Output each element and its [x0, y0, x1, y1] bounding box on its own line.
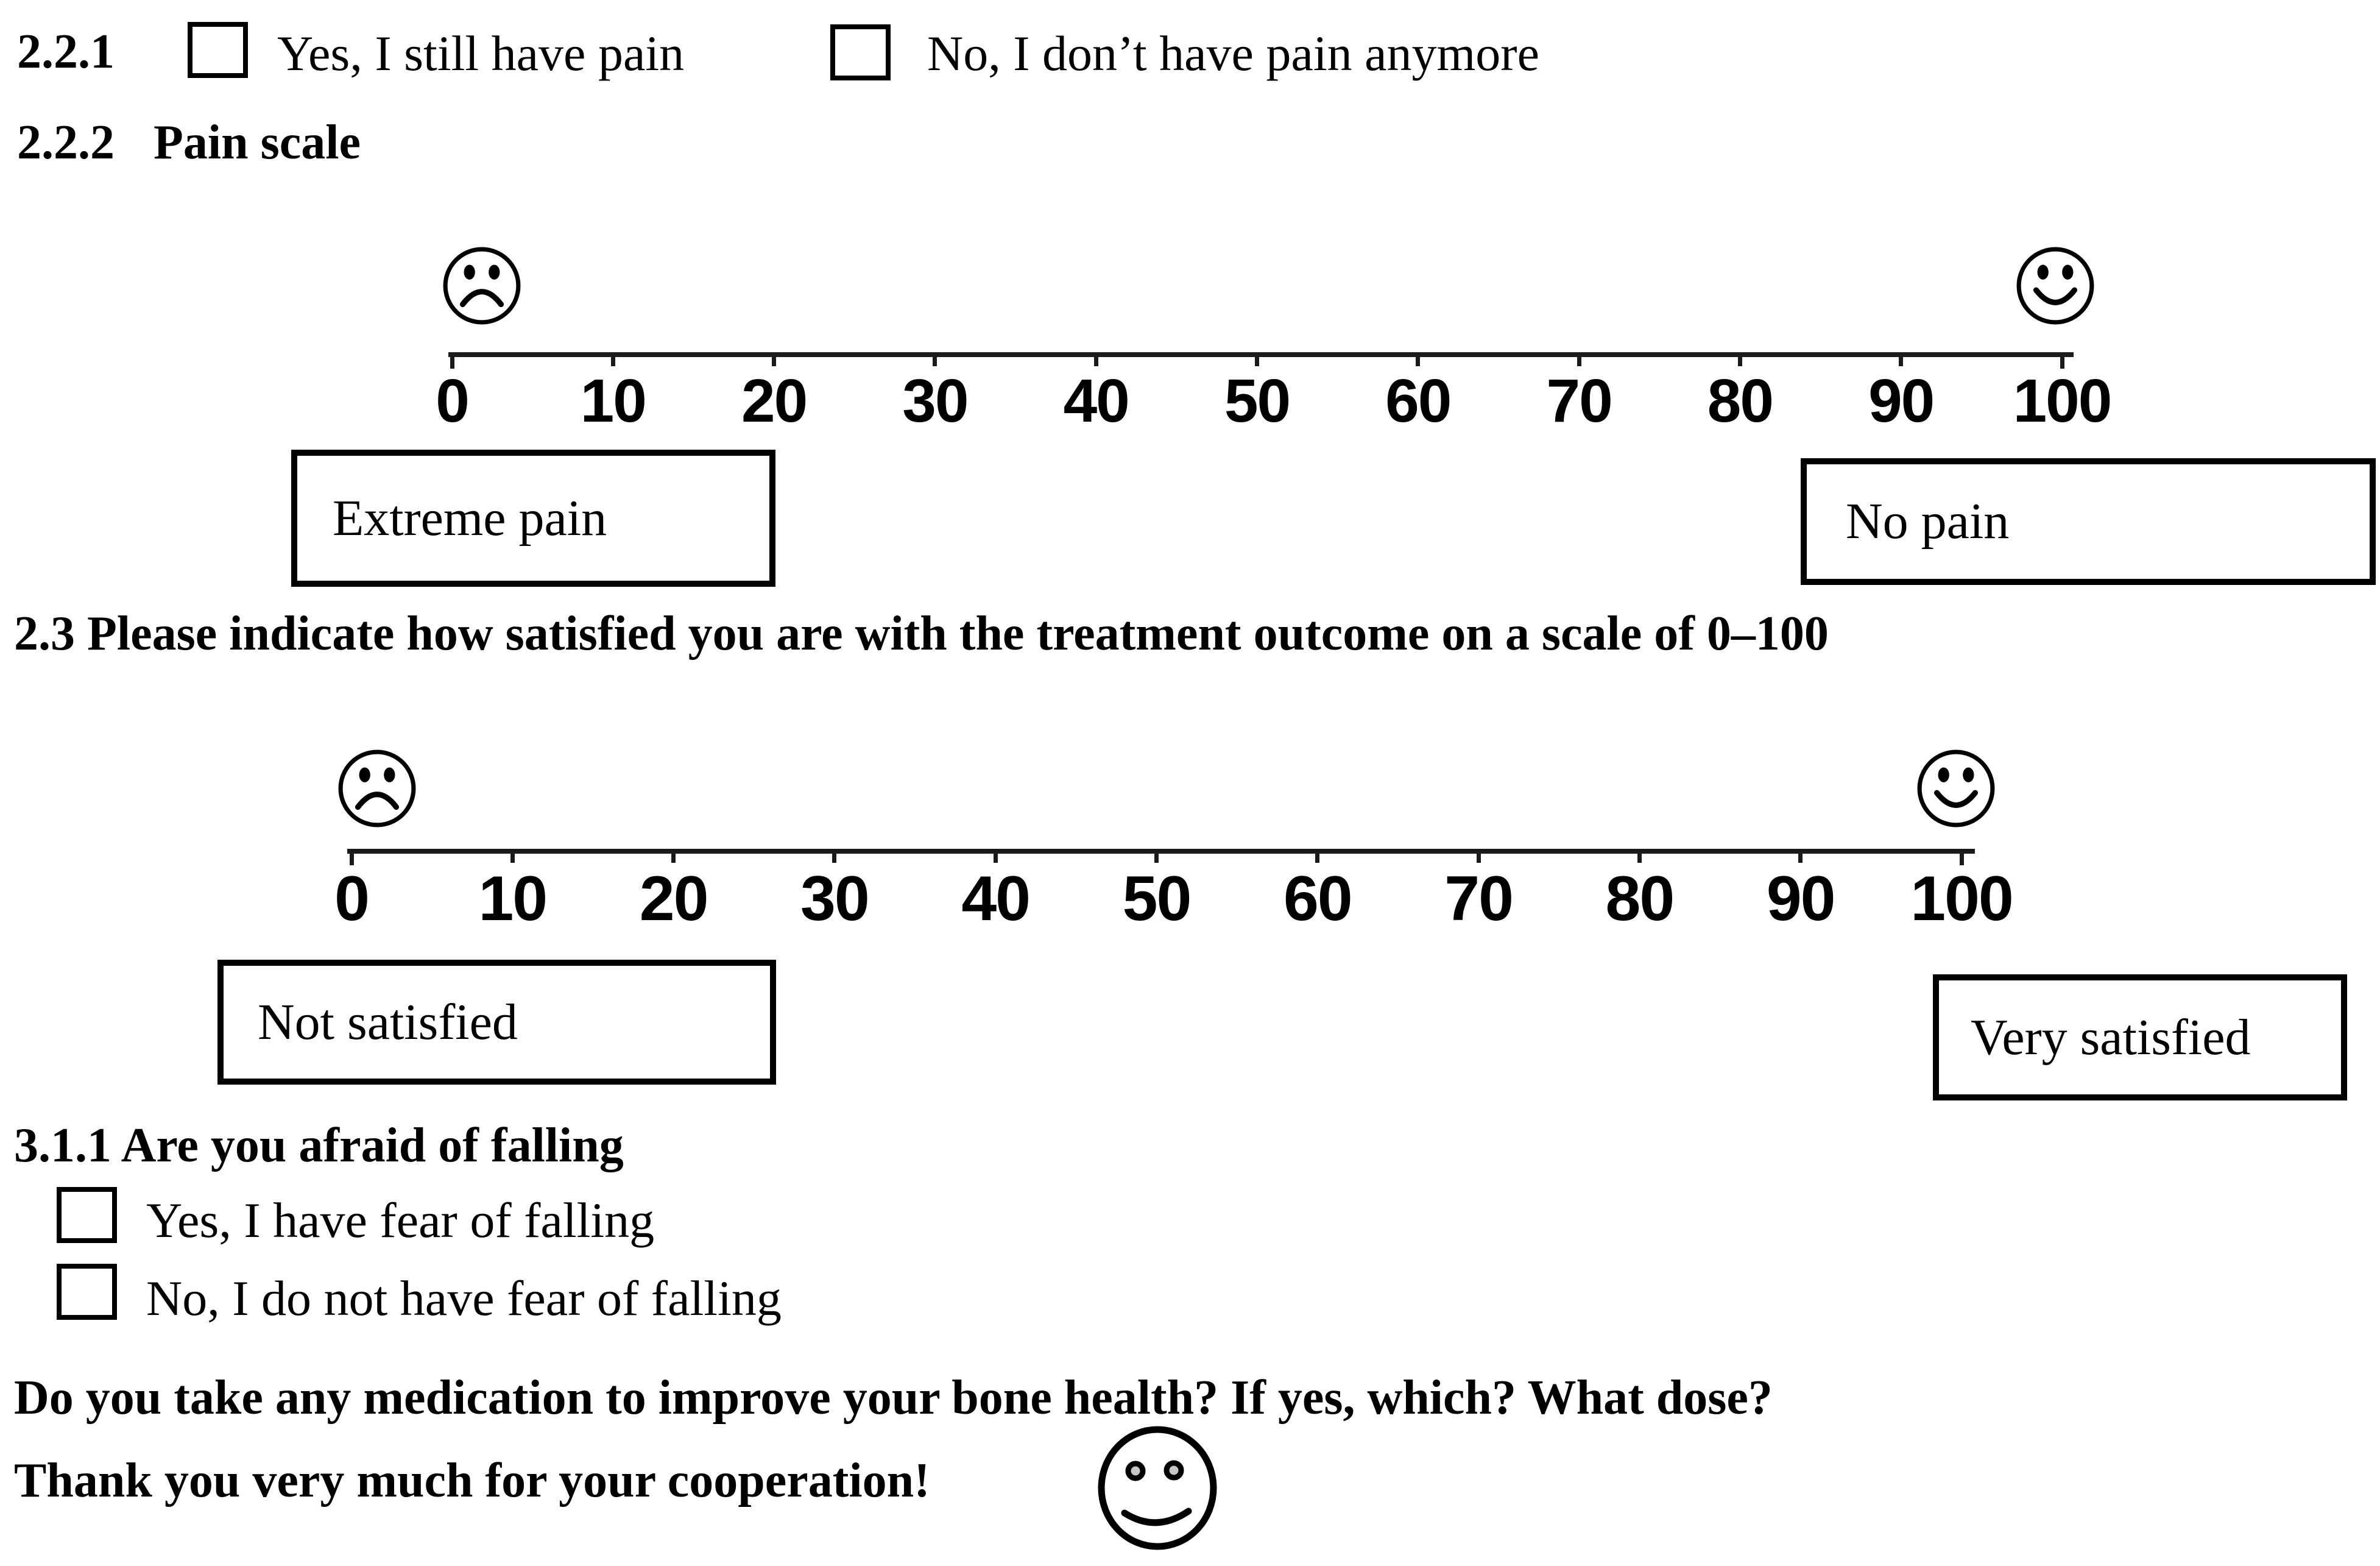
satisfaction-tick-label-30: 30 [800, 863, 870, 934]
pain-scale-line [448, 352, 2074, 357]
satisfaction-tick-90 [1798, 849, 1803, 863]
satisfaction-tick-label-20: 20 [639, 863, 709, 934]
not-satisfied-label: Not satisfied [258, 993, 518, 1050]
medication-question-text: Do you take any medication to improve yo… [14, 1371, 1773, 1425]
satisfaction-tick-label-10: 10 [478, 863, 548, 934]
satisfaction-tick-50 [1154, 849, 1159, 863]
satisfaction-tick-label-60: 60 [1283, 863, 1353, 934]
smiley-face-icon [1098, 1426, 1217, 1550]
very-satisfied-box: Very satisfied [1933, 974, 2347, 1100]
satisfaction-tick-label-50: 50 [1122, 863, 1192, 934]
pain-tick-label-40: 40 [1063, 367, 1130, 435]
not-satisfied-box: Not satisfied [217, 960, 776, 1085]
satisfaction-tick-label-90: 90 [1766, 863, 1836, 934]
label-still-pain-no: No, I don’t have pain anymore [927, 26, 1539, 81]
checkbox-fear-no[interactable] [57, 1264, 117, 1320]
extreme-pain-label: Extreme pain [333, 489, 607, 547]
pain-tick-label-90: 90 [1868, 367, 1935, 435]
pain-tick-10 [610, 352, 615, 366]
satisfaction-tick-label-0: 0 [334, 863, 370, 934]
label-fear-yes: Yes, I have fear of falling [146, 1192, 655, 1248]
pain-tick-80 [1737, 352, 1742, 366]
very-satisfied-label: Very satisfied [1971, 1008, 2251, 1066]
pain-tick-50 [1255, 352, 1259, 366]
pain-scale-title: Pain scale [154, 116, 361, 169]
pain-tick-60 [1416, 352, 1421, 366]
happy-face-icon [1917, 749, 1995, 827]
pain-tick-label-70: 70 [1546, 367, 1612, 435]
satisfaction-tick-70 [1476, 849, 1481, 863]
satisfaction-tick-40 [993, 849, 998, 863]
extreme-pain-box: Extreme pain [291, 450, 775, 587]
pain-tick-label-80: 80 [1707, 367, 1774, 435]
satisfaction-tick-30 [832, 849, 837, 863]
sad-face-icon [443, 247, 521, 325]
satisfaction-tick-100 [1959, 849, 1964, 865]
question-number-2-2-1: 2.2.1 [17, 25, 115, 79]
no-pain-label: No pain [1846, 493, 2010, 550]
satisfaction-tick-label-100: 100 [1910, 863, 2014, 934]
thank-you-text: Thank you very much for your cooperation… [14, 1454, 930, 1508]
question-number-2-2-2: 2.2.2 [17, 116, 115, 169]
pain-tick-label-100: 100 [2013, 367, 2113, 435]
no-pain-box: No pain [1801, 458, 2376, 585]
pain-tick-label-20: 20 [741, 367, 808, 435]
pain-tick-label-0: 0 [436, 367, 470, 435]
satisfaction-tick-0 [349, 849, 354, 865]
pain-tick-label-60: 60 [1385, 367, 1452, 435]
checkbox-still-pain-yes[interactable] [188, 22, 248, 78]
pain-tick-20 [772, 352, 777, 366]
pain-tick-100 [2060, 352, 2064, 369]
pain-tick-label-50: 50 [1224, 367, 1291, 435]
satisfaction-tick-label-70: 70 [1444, 863, 1514, 934]
satisfaction-tick-label-80: 80 [1605, 863, 1675, 934]
checkbox-still-pain-no[interactable] [830, 24, 891, 80]
sad-face-icon [338, 749, 416, 827]
pain-tick-90 [1899, 352, 1904, 366]
satisfaction-scale-line [347, 849, 1975, 854]
pain-tick-30 [933, 352, 938, 366]
pain-tick-70 [1577, 352, 1581, 366]
question-2-3-text: 2.3 Please indicate how satisfied you ar… [14, 607, 1829, 661]
satisfaction-tick-80 [1637, 849, 1642, 863]
pain-tick-0 [450, 352, 454, 369]
happy-face-icon [2016, 247, 2094, 325]
label-still-pain-yes: Yes, I still have pain [277, 26, 685, 81]
satisfaction-tick-10 [510, 849, 515, 863]
label-fear-no: No, I do not have fear of falling [146, 1270, 782, 1326]
question-3-1-1-title: 3.1.1 Are you afraid of falling [14, 1119, 624, 1172]
satisfaction-tick-label-40: 40 [961, 863, 1031, 934]
satisfaction-tick-20 [671, 849, 676, 863]
pain-tick-label-30: 30 [902, 367, 969, 435]
satisfaction-tick-60 [1315, 849, 1320, 863]
checkbox-fear-yes[interactable] [57, 1187, 117, 1243]
pain-tick-label-10: 10 [580, 367, 647, 435]
pain-tick-40 [1093, 352, 1098, 366]
